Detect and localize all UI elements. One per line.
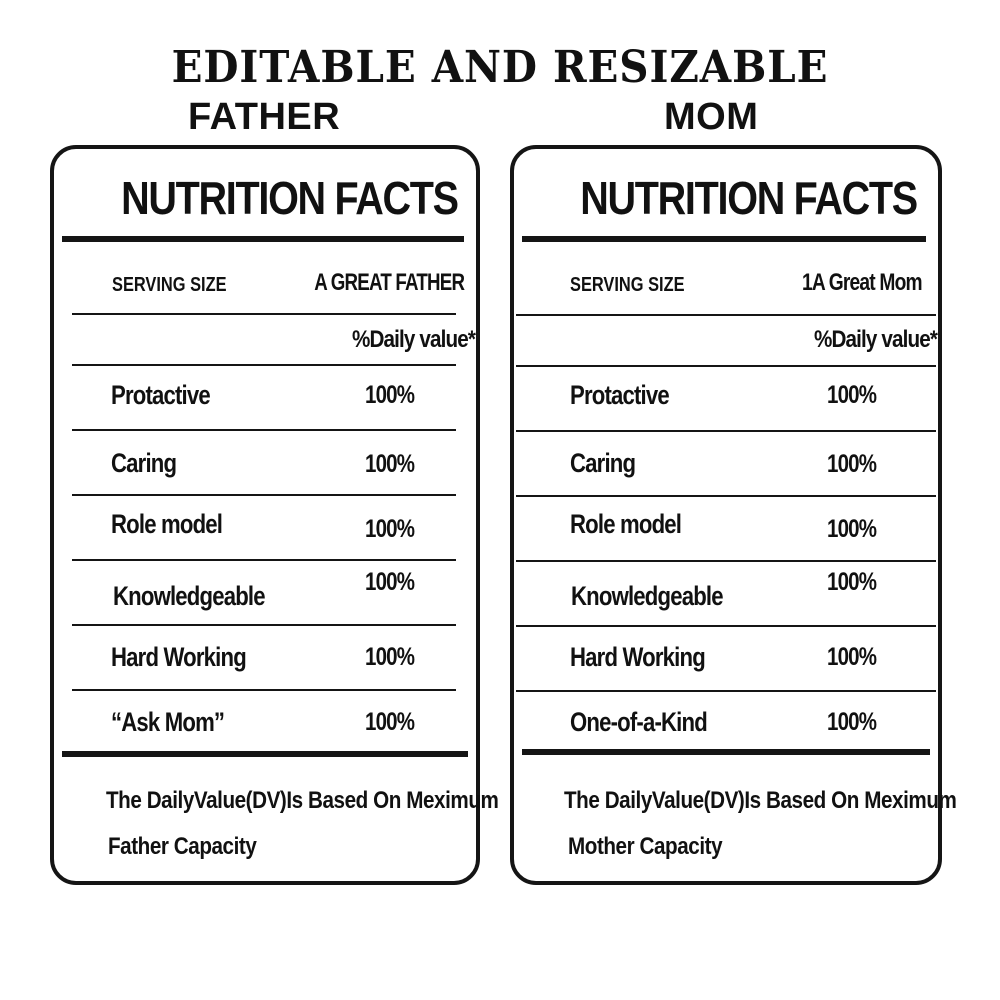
footnote-line-1: The DailyValue(DV)Is Based On Meximum (106, 787, 499, 814)
divider (516, 560, 936, 562)
row-label: Knowledgeable (571, 581, 724, 611)
divider (72, 559, 456, 561)
divider (522, 749, 930, 755)
row-label: Role model (111, 509, 223, 539)
serving-size-value: A GREAT FATHER (314, 269, 465, 296)
divider (72, 429, 456, 431)
row-value: 100% (365, 568, 415, 596)
daily-value-header: %Daily value* (352, 326, 476, 353)
page-headline: EDITABLE AND RESIZABLE (171, 42, 829, 93)
row-label: Knowledgeable (113, 581, 266, 611)
row-label: Hard Working (570, 642, 706, 672)
row-value: 100% (827, 450, 877, 478)
divider (516, 690, 936, 692)
divider (72, 364, 456, 366)
divider (72, 494, 456, 496)
row-value: 100% (827, 568, 877, 596)
mom-heading: MOM (664, 96, 759, 138)
divider (72, 689, 456, 691)
father-nutrition-card: NUTRITION FACTS SERVING SIZE A GREAT FAT… (50, 145, 499, 885)
row-value: 100% (365, 381, 415, 409)
row-label: Protactive (111, 380, 211, 410)
footnote-line-2: Mother Capacity (568, 833, 723, 860)
nutrition-facts-title: NUTRITION FACTS (580, 172, 918, 224)
footnote-line-1: The DailyValue(DV)Is Based On Meximum (564, 787, 957, 814)
divider (516, 365, 936, 367)
row-value: 100% (365, 515, 415, 543)
row-label: Hard Working (111, 642, 247, 672)
row-value: 100% (365, 450, 415, 478)
row-label: Caring (111, 448, 177, 478)
divider (62, 751, 468, 757)
divider (516, 430, 936, 432)
divider (516, 314, 936, 316)
divider (516, 495, 936, 497)
row-value: 100% (827, 708, 877, 736)
mom-nutrition-card: NUTRITION FACTS SERVING SIZE 1A Great Mo… (510, 145, 957, 885)
divider (72, 624, 456, 626)
row-label: One-of-a-Kind (570, 707, 708, 737)
daily-value-header: %Daily value* (814, 326, 938, 353)
father-heading: FATHER (188, 96, 341, 138)
row-value: 100% (827, 381, 877, 409)
row-label: Role model (570, 509, 682, 539)
serving-size-label: SERVING SIZE (570, 274, 685, 296)
divider (522, 236, 926, 242)
divider (62, 236, 464, 242)
nutrition-facts-title: NUTRITION FACTS (121, 172, 459, 224)
row-label: “Ask Mom” (111, 707, 225, 737)
row-label: Protactive (570, 380, 670, 410)
row-value: 100% (827, 643, 877, 671)
serving-size-label: SERVING SIZE (112, 274, 227, 296)
divider (72, 313, 456, 315)
row-value: 100% (365, 708, 415, 736)
footnote-line-2: Father Capacity (108, 833, 257, 860)
serving-size-value: 1A Great Mom (802, 269, 923, 296)
row-label: Caring (570, 448, 636, 478)
row-value: 100% (827, 515, 877, 543)
divider (516, 625, 936, 627)
row-value: 100% (365, 643, 415, 671)
